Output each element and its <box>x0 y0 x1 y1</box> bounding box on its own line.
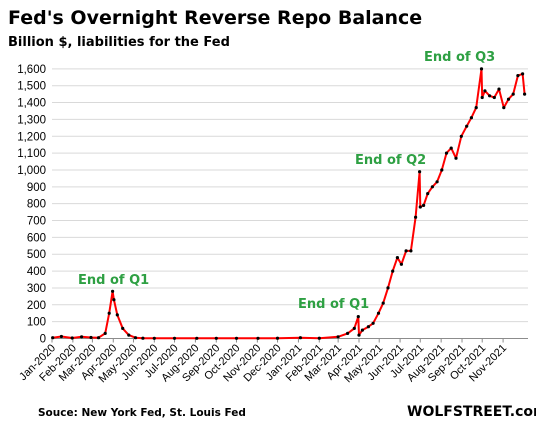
data-point <box>89 335 93 340</box>
data-point <box>256 336 260 340</box>
brand-label: WOLFSTREET.com <box>407 404 536 420</box>
data-point <box>152 336 156 340</box>
data-point <box>523 92 527 96</box>
data-point <box>479 67 484 71</box>
data-point <box>127 333 131 337</box>
data-point <box>404 249 408 253</box>
data-point <box>360 328 364 332</box>
source-note: Souce: New York Fed, St. Louis Fed <box>38 407 246 419</box>
data-point <box>352 326 356 330</box>
data-point <box>391 269 395 273</box>
data-point <box>511 92 515 96</box>
data-point <box>444 151 449 155</box>
data-point <box>426 192 430 196</box>
data-point <box>112 298 116 302</box>
data-point <box>103 331 107 335</box>
y-tick-label: 700 <box>27 216 46 228</box>
y-tick-label: 1,200 <box>17 131 46 143</box>
data-point <box>506 97 511 101</box>
data-point <box>195 336 199 340</box>
y-tick-label: 600 <box>27 232 46 244</box>
annotation-end-q1-2020: End of Q1 <box>78 273 149 288</box>
gridlines <box>52 68 528 323</box>
data-point <box>409 249 413 253</box>
annotation-end-q2-2021: End of Q2 <box>355 153 426 168</box>
data-point <box>121 326 125 330</box>
data-point <box>51 336 55 340</box>
y-tick-label: 1,100 <box>17 148 46 160</box>
data-point <box>80 335 84 339</box>
x-axis-ticks: Jan-2020Feb-2020Mar-2020Apr-2020May-2020… <box>17 338 509 385</box>
y-tick-label: 1,400 <box>17 98 46 110</box>
data-point <box>376 311 381 315</box>
data-point <box>502 106 506 110</box>
y-tick-label: 0 <box>40 334 46 346</box>
y-tick-label: 800 <box>27 199 46 211</box>
data-point <box>449 146 453 150</box>
data-point <box>115 313 119 317</box>
data-point <box>497 87 501 91</box>
data-point <box>521 72 525 76</box>
data-point <box>459 134 463 138</box>
data-point <box>70 336 74 340</box>
data-point <box>172 336 177 340</box>
data-point <box>399 262 403 266</box>
data-point <box>454 156 458 160</box>
y-tick-label: 500 <box>27 249 46 261</box>
data-point <box>275 336 280 340</box>
data-point <box>317 336 321 340</box>
data-point <box>133 336 138 340</box>
data-point <box>488 94 492 98</box>
y-tick-label: 200 <box>27 300 46 312</box>
y-tick-label: 1,500 <box>17 81 46 93</box>
data-point <box>214 336 218 340</box>
data-point <box>492 95 496 100</box>
data-point <box>469 116 473 120</box>
data-point <box>516 74 520 78</box>
data-point <box>111 289 115 293</box>
data-point <box>381 301 385 305</box>
data-point <box>298 336 302 340</box>
y-tick-label: 1,300 <box>17 114 46 126</box>
y-tick-label: 400 <box>27 266 46 278</box>
chart-subtitle: Billion $, liabilities for the Fed <box>8 35 230 50</box>
data-point <box>483 89 487 93</box>
annotation-end-q3-2021: End of Q3 <box>424 50 495 65</box>
data-point <box>480 95 484 100</box>
data-point <box>234 336 239 340</box>
data-point <box>418 170 422 174</box>
data-point <box>422 203 426 207</box>
chart-title: Fed's Overnight Reverse Repo Balance <box>8 7 422 29</box>
data-point <box>465 124 469 128</box>
data-point <box>395 256 399 260</box>
data-point <box>357 333 361 337</box>
data-point <box>336 335 340 339</box>
data-point <box>96 336 101 340</box>
data-point <box>386 286 390 290</box>
y-tick-label: 1,600 <box>17 64 46 76</box>
data-point <box>435 180 439 184</box>
data-point <box>107 311 111 315</box>
data-point <box>430 185 434 189</box>
annotation-end-q1-2021: End of Q1 <box>298 297 369 312</box>
y-tick-label: 100 <box>27 317 46 329</box>
y-tick-label: 1,000 <box>17 165 46 177</box>
y-tick-label: 900 <box>27 182 46 194</box>
data-point <box>440 168 444 172</box>
series-group <box>51 67 527 340</box>
data-point <box>59 334 64 339</box>
data-point <box>418 205 422 209</box>
annotations-group: End of Q1 End of Q1 End of Q2 End of Q3 <box>78 50 495 312</box>
data-point <box>414 215 418 219</box>
y-axis-ticks: 0 100 200 300 400 500 600 700 800 900 1,000 1,100 1,… <box>17 64 46 346</box>
data-point <box>346 331 350 335</box>
data-point <box>474 106 478 110</box>
data-point <box>371 321 375 325</box>
data-point <box>141 336 145 340</box>
data-point <box>356 315 360 319</box>
y-tick-label: 300 <box>27 283 46 295</box>
data-point <box>366 325 370 329</box>
